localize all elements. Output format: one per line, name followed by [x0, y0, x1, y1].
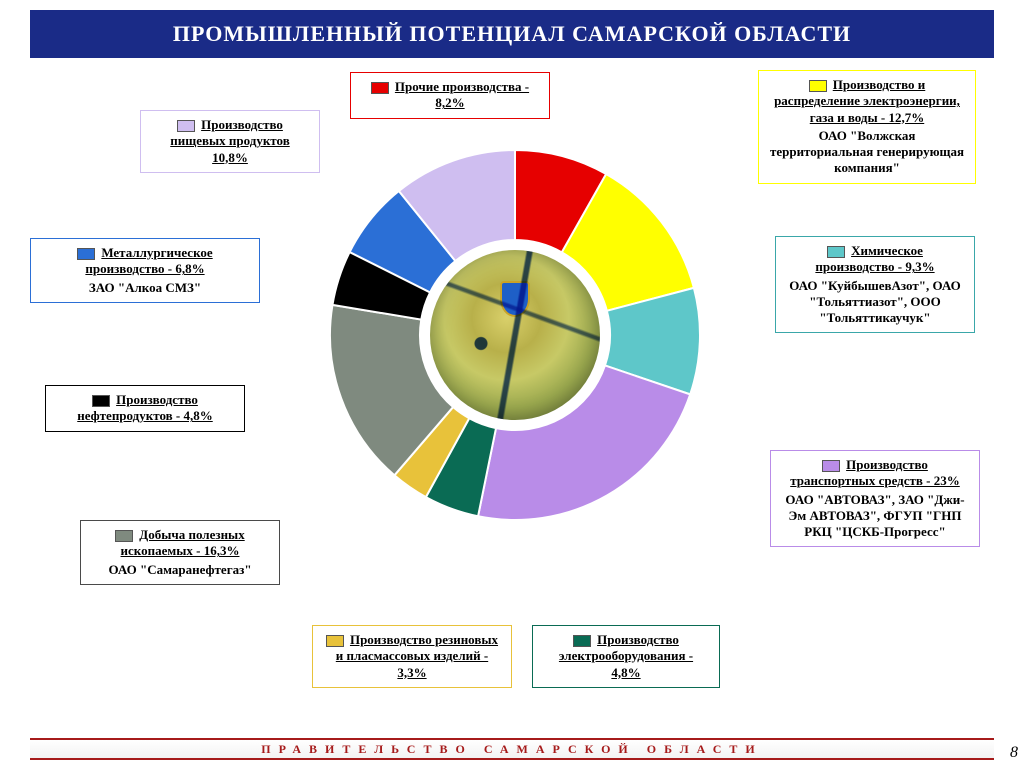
legend-head-transport: Производство транспортных средств - 23%: [790, 457, 960, 488]
legend-body-chemical: ОАО "КуйбышевАзот", ОАО "Тольяттиазот", …: [786, 278, 964, 327]
footer-text: ПРАВИТЕЛЬСТВО САМАРСКОЙ ОБЛАСТИ: [261, 742, 763, 757]
legend-swatch-transport: [822, 460, 840, 472]
legend-body-mining: ОАО "Самаранефтегаз": [91, 562, 269, 578]
legend-head-mining: Добыча полезных ископаемых - 16,3%: [121, 527, 245, 558]
page-number: 8: [1010, 744, 1018, 762]
legend-swatch-electro: [573, 635, 591, 647]
legend-swatch-energy: [809, 80, 827, 92]
footer-bar: ПРАВИТЕЛЬСТВО САМАРСКОЙ ОБЛАСТИ: [30, 738, 994, 760]
legend-swatch-food: [177, 120, 195, 132]
legend-chemical: Химическое производство - 9,3%ОАО "Куйбы…: [775, 236, 975, 333]
legend-energy: Производство и распределение электроэнер…: [758, 70, 976, 184]
legend-swatch-mining: [115, 530, 133, 542]
legend-transport: Производство транспортных средств - 23% О…: [770, 450, 980, 547]
center-map-samara: [430, 250, 600, 420]
legend-head-rubber: Производство резиновых и пласмассовых из…: [336, 632, 498, 680]
legend-other: Прочие производства - 8,2%: [350, 72, 550, 119]
legend-oil: Производство нефтепродуктов - 4,8%: [45, 385, 245, 432]
legend-rubber: Производство резиновых и пласмассовых из…: [312, 625, 512, 688]
legend-swatch-oil: [92, 395, 110, 407]
legend-head-energy: Производство и распределение электроэнер…: [774, 77, 960, 125]
coat-of-arms-icon: [500, 281, 530, 317]
page-title: ПРОМЫШЛЕННЫЙ ПОТЕНЦИАЛ САМАРСКОЙ ОБЛАСТИ: [173, 21, 851, 47]
legend-mining: Добыча полезных ископаемых - 16,3% ОАО "С…: [80, 520, 280, 585]
title-bar: ПРОМЫШЛЕННЫЙ ПОТЕНЦИАЛ САМАРСКОЙ ОБЛАСТИ: [30, 10, 994, 58]
legend-body-energy: ОАО "Волжская территориальная генерирующ…: [769, 128, 965, 177]
donut-chart: [330, 150, 700, 520]
legend-swatch-rubber: [326, 635, 344, 647]
chart-area: Прочие производства - 8,2% Производство и…: [0, 70, 1024, 728]
legend-food: Производство пищевых продуктов 10,8%: [140, 110, 320, 173]
legend-swatch-metal: [77, 248, 95, 260]
legend-swatch-other: [371, 82, 389, 94]
legend-head-other: Прочие производства - 8,2%: [395, 79, 529, 110]
legend-body-metal: ЗАО "Алкоа СМЗ": [41, 280, 249, 296]
legend-swatch-chemical: [827, 246, 845, 258]
legend-body-transport: ОАО "АВТОВАЗ", ЗАО "Джи-Эм АВТОВАЗ", ФГУ…: [781, 492, 969, 541]
legend-electro: Производство электрооборудования - 4,8%: [532, 625, 720, 688]
legend-metal: Металлургическое производство - 6,8% ЗАО …: [30, 238, 260, 303]
legend-head-metal: Металлургическое производство - 6,8%: [85, 245, 212, 276]
